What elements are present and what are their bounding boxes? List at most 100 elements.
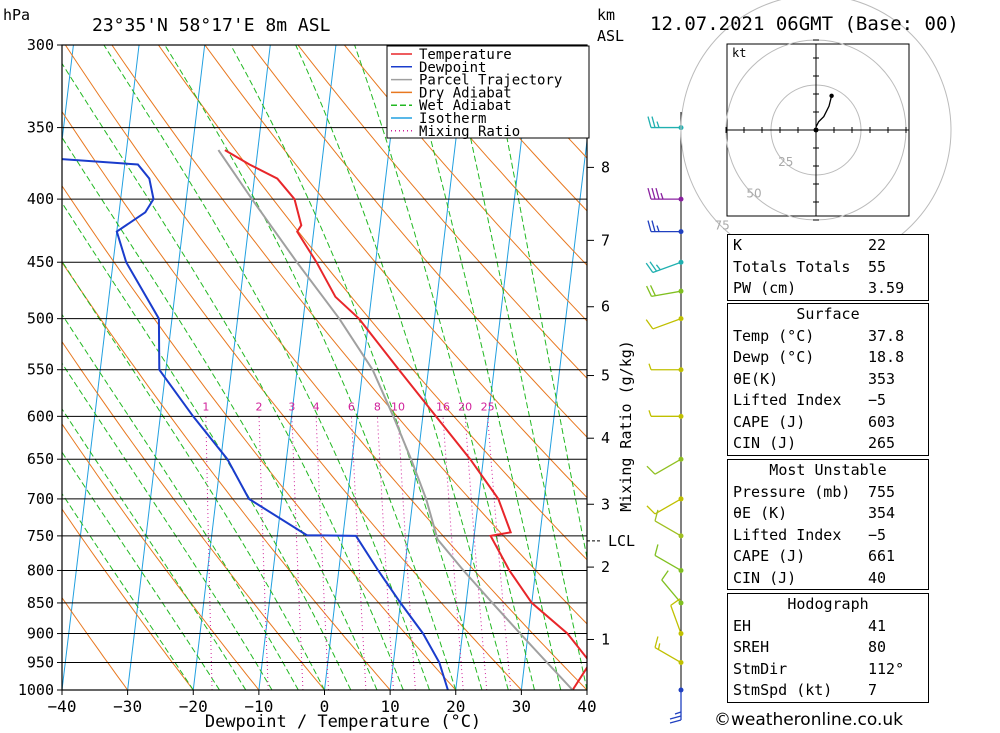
mixing-ratio-label: 16 xyxy=(436,400,450,413)
hodograph-stat-label: SREH xyxy=(733,638,770,656)
wind-barb-flag xyxy=(645,262,654,273)
temperature-tick-label: 20 xyxy=(446,697,465,716)
surface-row: CIN (J) 265 xyxy=(728,433,928,455)
pressure-tick-label: 800 xyxy=(27,561,54,579)
dewpoint-line xyxy=(62,158,449,690)
wind-barb xyxy=(647,220,684,235)
mixing-ratio-label: 3 xyxy=(288,400,295,413)
wind-barb-flag xyxy=(649,261,658,272)
pressure-tick-label: 900 xyxy=(27,625,54,643)
legend-entry: Mixing Ratio xyxy=(419,124,520,140)
mixing-ratio-label: 20 xyxy=(458,400,472,413)
temperature-axis: −40 −30 −20 −10 0 10 20 30 40 xyxy=(48,690,597,716)
mixing-ratio-line xyxy=(350,416,367,690)
wind-barb-shaft xyxy=(652,261,682,274)
index-row: Totals Totals 55 xyxy=(728,257,928,279)
surface-value: 18.8 xyxy=(868,348,905,366)
temperature-tick-label: 10 xyxy=(380,697,399,716)
hodograph-stat-row: SREH 80 xyxy=(728,637,928,659)
wet-adiabat-line xyxy=(62,62,404,690)
temperature-tick-label: −10 xyxy=(244,697,273,716)
most-unstable-row: CIN (J) 40 xyxy=(728,568,928,590)
legend-entry: Parcel Trajectory xyxy=(419,73,562,89)
most-unstable-title: Most Unstable xyxy=(769,461,887,479)
most-unstable-label: θE (K) xyxy=(733,504,788,522)
wind-barb-flag xyxy=(647,220,652,232)
dry-adiabat-line xyxy=(64,45,587,690)
wind-barb xyxy=(654,544,684,573)
wind-barb xyxy=(646,496,684,515)
km-tick-label: 7 xyxy=(601,231,610,249)
km-tick-label: 6 xyxy=(601,298,610,316)
temperature-tick-label: 40 xyxy=(577,697,596,716)
most-unstable-row: Lifted Index −5 xyxy=(728,525,928,547)
surface-title: Surface xyxy=(796,305,860,323)
wind-barb-half xyxy=(648,410,652,417)
wind-barb xyxy=(661,570,684,606)
wind-barb xyxy=(669,687,684,724)
wind-barb-flag xyxy=(647,187,652,200)
pressure-tick-label: 300 xyxy=(27,36,54,54)
mixing-ratio-axis-label: Mixing Ratio (g/kg) xyxy=(617,340,635,512)
temperature-tick-label: −30 xyxy=(113,697,142,716)
hodograph-ring-label: 25 xyxy=(778,155,793,169)
km-tick-label: 4 xyxy=(601,429,610,447)
hodograph-stat-row: EH 41 xyxy=(728,616,928,638)
surface-value: 353 xyxy=(868,369,896,388)
wind-barb-flag xyxy=(669,715,682,720)
hodograph-ring-label: 50 xyxy=(746,187,761,201)
wind-barbs xyxy=(645,112,684,724)
temperature-line xyxy=(224,149,587,690)
legend-box xyxy=(386,45,590,139)
wind-barb xyxy=(648,410,684,419)
most-unstable-label: Lifted Index xyxy=(733,525,842,544)
mixing-ratio-line xyxy=(315,416,329,690)
wind-barb-shaft xyxy=(652,318,682,330)
surface-value: 265 xyxy=(868,434,896,452)
wind-barb-flag xyxy=(654,636,659,648)
wind-barb xyxy=(645,259,684,274)
wind-barb xyxy=(654,636,684,666)
legend-entry: Isotherm xyxy=(419,111,486,127)
hodograph-stat-value: 112° xyxy=(868,659,905,678)
wind-barb-shaft xyxy=(654,646,682,664)
hodograph-stat-label: StmDir xyxy=(733,659,788,678)
wind-barb xyxy=(647,116,684,131)
km-tick-label: 2 xyxy=(601,558,610,576)
pressure-tick-label: 450 xyxy=(27,253,54,271)
most-unstable-value: −5 xyxy=(868,525,887,544)
wind-barb-half xyxy=(674,711,682,715)
wind-barb-flag xyxy=(669,719,682,724)
wind-barb-flag xyxy=(654,544,659,556)
isotherm-line xyxy=(258,45,337,690)
wind-barb xyxy=(670,598,684,637)
km-tick-label: 8 xyxy=(601,158,610,176)
credit-text: ©weatheronline.co.uk xyxy=(714,710,904,730)
hodograph-end-dot xyxy=(829,93,834,99)
x-axis-label: Dewpoint / Temperature (°C) xyxy=(205,712,481,732)
isotherm-line xyxy=(127,45,206,690)
dry-adiabat-line xyxy=(62,596,129,690)
isotherm-line xyxy=(653,45,730,690)
index-label: Totals Totals xyxy=(733,257,851,276)
temperature-tick-label: −40 xyxy=(48,697,77,716)
isotherm-line xyxy=(455,45,534,690)
isotherm-line xyxy=(62,45,140,690)
legend-entry: Dry Adiabat xyxy=(419,85,512,101)
most-unstable-value: 755 xyxy=(868,482,896,501)
temperature-tick-label: 30 xyxy=(512,697,531,716)
hodograph-trace xyxy=(815,95,833,128)
wind-barb xyxy=(648,363,684,373)
index-row: K 22 xyxy=(728,235,928,257)
wind-barb-shaft xyxy=(654,498,682,515)
mixing-ratio-label: 2 xyxy=(256,400,263,413)
profile-lines xyxy=(62,149,587,690)
surface-label: CIN (J) xyxy=(733,434,797,452)
mixing-ratio-label: 6 xyxy=(348,400,355,413)
wet-adiabat-line xyxy=(103,45,430,690)
index-row: PW (cm) 3.59 xyxy=(728,278,928,300)
wind-barb-half xyxy=(656,121,660,128)
most-unstable-value: 354 xyxy=(868,504,896,522)
dry-adiabat-line xyxy=(62,508,194,690)
